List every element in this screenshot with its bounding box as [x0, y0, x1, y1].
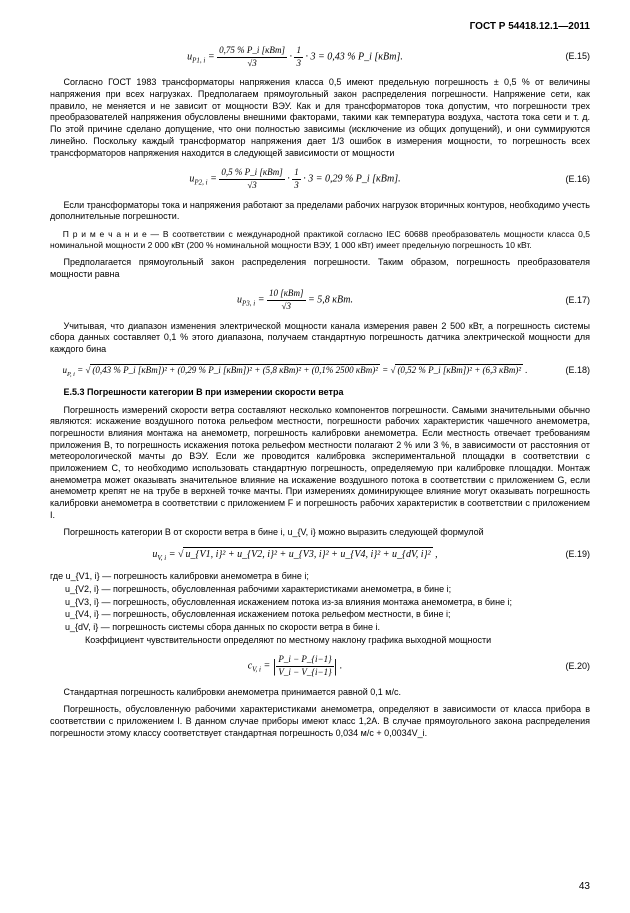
var-def-v3: u_{V3, i} — погрешность, обусловленная и…: [50, 597, 590, 609]
var-def-v6: Коэффициент чувствительности определяют …: [50, 635, 590, 647]
equation-e15: uP1, i = 0,75 % P_i [кВт]√3 · 13 · 3 = 0…: [50, 45, 590, 69]
equation-e19: uV, i = √u_{V1, i}² + u_{V2, i}² + u_{V3…: [50, 547, 590, 563]
var-def-v2: u_{V2, i} — погрешность, обусловленная р…: [50, 584, 590, 596]
page-number: 43: [579, 880, 590, 893]
paragraph: Погрешность категории В от скорости ветр…: [50, 527, 590, 539]
paragraph: Учитывая, что диапазон изменения электри…: [50, 321, 590, 356]
equation-e20: cV, i = |P_i − P_{i−1}V_i − V_{i−1}| . (…: [50, 654, 590, 678]
equation-e16: uP2, i = 0,5 % P_i [кВт]√3 · 13 · 3 = 0,…: [50, 167, 590, 191]
page-root: ГОСТ Р 54418.12.1—2011 uP1, i = 0,75 % P…: [0, 0, 630, 913]
paragraph: Погрешность, обусловленную рабочими хара…: [50, 704, 590, 739]
paragraph: Стандартная погрешность калибровки анемо…: [50, 687, 590, 699]
paragraph: Если трансформаторы тока и напряжения ра…: [50, 200, 590, 223]
paragraph: Согласно ГОСТ 1983 трансформаторы напряж…: [50, 77, 590, 159]
document-header: ГОСТ Р 54418.12.1—2011: [50, 20, 590, 33]
section-heading-e53: Е.5.3 Погрешности категории В при измере…: [50, 387, 590, 399]
eq-number: (Е.15): [540, 51, 590, 63]
var-def-v4: u_{V4, i} — погрешность, обусловленная и…: [50, 609, 590, 621]
note-text: П р и м е ч а н и е — В соответствии с м…: [50, 229, 590, 251]
paragraph: Предполагается прямоугольный закон распр…: [50, 257, 590, 280]
var-def-v5: u_{dV, i} — погрешность системы сбора да…: [50, 622, 590, 634]
var-def-v1: где u_{V1, i} — погрешность калибровки а…: [50, 571, 590, 583]
eq-number: (Е.16): [540, 174, 590, 186]
eq-number: (Е.18): [540, 365, 590, 377]
variable-definitions: где u_{V1, i} — погрешность калибровки а…: [50, 571, 590, 646]
equation-e17: uP3, i = 10 [кВт]√3 = 5,8 кВт. (Е.17): [50, 288, 590, 312]
eq-number: (Е.17): [540, 295, 590, 307]
eq-number: (Е.19): [540, 549, 590, 561]
equation-e18: uP, i = √(0,43 % P_i [кВт])² + (0,29 % P…: [50, 364, 590, 379]
paragraph: Погрешность измерений скорости ветра сос…: [50, 405, 590, 522]
eq-number: (Е.20): [540, 661, 590, 673]
